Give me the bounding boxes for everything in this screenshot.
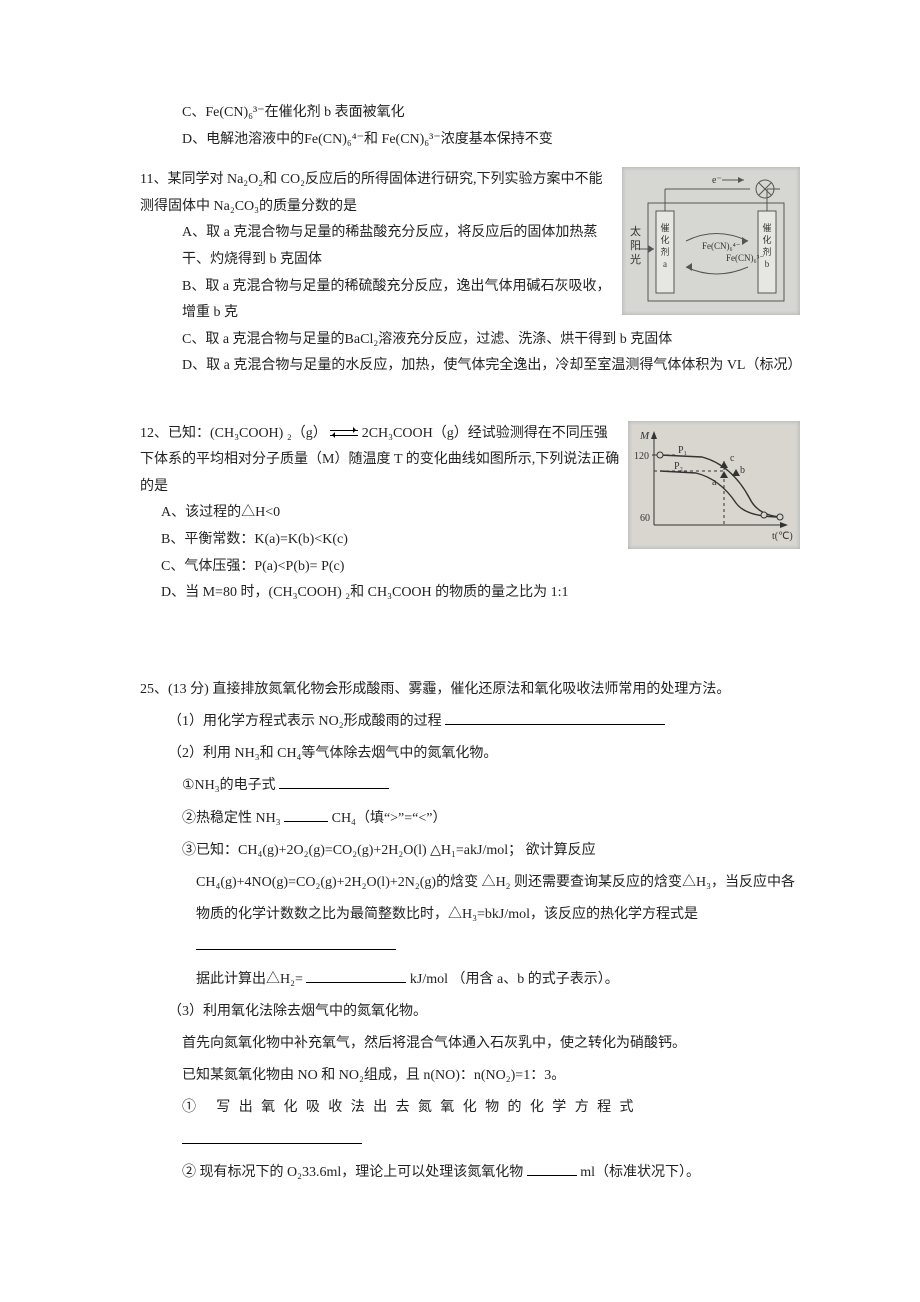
svg-text:P₁: P₁ — [678, 445, 687, 456]
blank-line[interactable] — [306, 968, 406, 983]
left-electrode-char1: 催 — [660, 222, 669, 233]
q25-part2-head: （2）利用 NH₃和 CH₄等气体除去烟气中的氮氧化物。 — [140, 738, 800, 770]
q25-part2-2: ②热稳定性 NH₃ CH₄（填“>”=“<”） — [140, 803, 800, 835]
svg-text:60: 60 — [640, 513, 650, 524]
q25-part1: （1）用化学方程式表示 NO₂形成酸雨的过程 — [140, 706, 800, 738]
blank-line[interactable] — [284, 807, 328, 822]
q25-p3-1-text: ① 写出氧化吸收法出去氮氧化物的化学方程式 — [182, 1100, 642, 1115]
svg-text:光: 光 — [630, 252, 641, 266]
q25-p2-3c-post: kJ/mol （用含 a、b 的式子表示）。 — [410, 972, 619, 987]
svg-text:P₂: P₂ — [674, 461, 683, 472]
electrolysis-diagram-svg: 催 化 剂 a 催 化 剂 b Fe(CN)₆⁴⁻ Fe(CN)₆³⁻ — [626, 171, 796, 311]
q25-part3-head: （3）利用氧化法除去烟气中的氮氧化物。 — [140, 996, 800, 1028]
q25-p2-3c-pre: 据此计算出△H₂= — [196, 972, 303, 987]
blank-line[interactable] — [527, 1161, 577, 1176]
q25-part2-3b: CH₄(g)+4NO(g)=CO₂(g)+2H₂O(l)+2N₂(g)的焓变 △… — [140, 867, 800, 964]
blank-line[interactable] — [279, 774, 389, 789]
svg-text:t(℃): t(℃) — [772, 531, 793, 542]
q25-part3-body2: 已知某氮氧化物由 NO 和 NO₂组成，且 n(NO)：n(NO₂)=1：3。 — [140, 1060, 800, 1092]
question-12: M t(℃) 120 60 a b c P₁ P₂ — [140, 421, 800, 607]
question-10-tail: C、Fe(CN)₆³⁻在催化剂 b 表面被氧化 D、电解池溶液中的Fe(CN)₆… — [140, 100, 800, 153]
q11-option-d: D、取 a 克混合物与足量的水反应，加热，使气体完全逸出，冷却至室温测得气体体积… — [140, 353, 800, 380]
svg-text:b: b — [740, 465, 745, 476]
blank-line[interactable] — [445, 710, 665, 725]
q25-part2-3a: ③已知：CH₄(g)+2O₂(g)=CO₂(g)+2H₂O(l) △H₁=akJ… — [140, 835, 800, 867]
q10-option-d: D、电解池溶液中的Fe(CN)₆⁴⁻和 Fe(CN)₆³⁻浓度基本保持不变 — [140, 127, 800, 154]
blank-line[interactable] — [196, 935, 396, 950]
svg-text:120: 120 — [634, 451, 649, 462]
q25-p3-2b: ml（标准状况下）。 — [580, 1165, 700, 1180]
q25-part3-body1: 首先向氮氧化物中补充氧气，然后将混合气体通入石灰乳中，使之转化为硝酸钙。 — [140, 1028, 800, 1060]
m-vs-t-graph-svg: M t(℃) 120 60 a b c P₁ P₂ — [632, 425, 796, 545]
svg-text:催: 催 — [762, 222, 771, 233]
q25-p2-3b-text: CH₄(g)+4NO(g)=CO₂(g)+2H₂O(l)+2N₂(g)的焓变 △… — [196, 875, 795, 922]
q25-p3-2a: ② 现有标况下的 O₂33.6ml，理论上可以处理该氮氧化物 — [182, 1165, 523, 1180]
equilibrium-arrow-icon — [330, 428, 358, 438]
q11-option-c: C、取 a 克混合物与足量的BaCl₂溶液充分反应，过滤、洗涤、烘干得到 b 克… — [140, 327, 800, 354]
blank-line[interactable] — [182, 1129, 362, 1144]
svg-text:M: M — [639, 430, 650, 442]
q12-stem-pre: 12、已知：(CH₃COOH) ₂（g） — [140, 426, 327, 441]
svg-text:剂: 剂 — [660, 246, 669, 257]
q25-part2-1: ①NH₃的电子式 — [140, 770, 800, 802]
q25-header: 25、(13 分) 直接排放氮氧化物会形成酸雨、雾霾，催化还原法和氧化吸收法师常… — [140, 674, 800, 706]
svg-text:太: 太 — [630, 225, 641, 238]
question-25: 25、(13 分) 直接排放氮氧化物会形成酸雨、雾霾，催化还原法和氧化吸收法师常… — [140, 674, 800, 1189]
q25-p1-text: （1）用化学方程式表示 NO₂形成酸雨的过程 — [168, 714, 442, 729]
svg-text:化: 化 — [660, 234, 669, 245]
q25-part3-1: ① 写出氧化吸收法出去氮氧化物的化学方程式 — [140, 1092, 800, 1124]
q12-figure: M t(℃) 120 60 a b c P₁ P₂ — [628, 421, 800, 549]
svg-text:a: a — [663, 259, 667, 269]
q12-option-d: D、当 M=80 时，(CH₃COOH) ₂和 CH₃COOH 的物质的量之比为… — [140, 580, 800, 607]
q12-option-c: C、气体压强：P(a)<P(b)= P(c) — [140, 554, 800, 581]
svg-text:a: a — [712, 477, 717, 488]
q25-part2-3c: 据此计算出△H₂= kJ/mol （用含 a、b 的式子表示）。 — [140, 964, 800, 996]
svg-text:e⁻: e⁻ — [712, 175, 722, 186]
svg-text:b: b — [765, 259, 770, 269]
q25-p2-2a: ②热稳定性 NH₃ — [182, 811, 284, 826]
q11-figure: 催 化 剂 a 催 化 剂 b Fe(CN)₆⁴⁻ Fe(CN)₆³⁻ — [622, 167, 800, 315]
svg-text:化: 化 — [762, 234, 771, 245]
svg-text:Fe(CN)₆⁴⁻: Fe(CN)₆⁴⁻ — [702, 241, 741, 251]
q25-part3-1-blank — [140, 1125, 800, 1157]
question-11: 催 化 剂 a 催 化 剂 b Fe(CN)₆⁴⁻ Fe(CN)₆³⁻ — [140, 167, 800, 380]
svg-text:阳: 阳 — [630, 239, 641, 252]
q25-p2-2b: CH₄（填“>”=“<”） — [332, 811, 447, 826]
q10-option-c: C、Fe(CN)₆³⁻在催化剂 b 表面被氧化 — [140, 100, 800, 127]
svg-text:c: c — [730, 453, 735, 464]
svg-text:Fe(CN)₆³⁻: Fe(CN)₆³⁻ — [726, 253, 764, 263]
q25-p2-1-text: ①NH₃的电子式 — [182, 778, 276, 793]
q25-part3-2: ② 现有标况下的 O₂33.6ml，理论上可以处理该氮氧化物 ml（标准状况下）… — [140, 1157, 800, 1189]
